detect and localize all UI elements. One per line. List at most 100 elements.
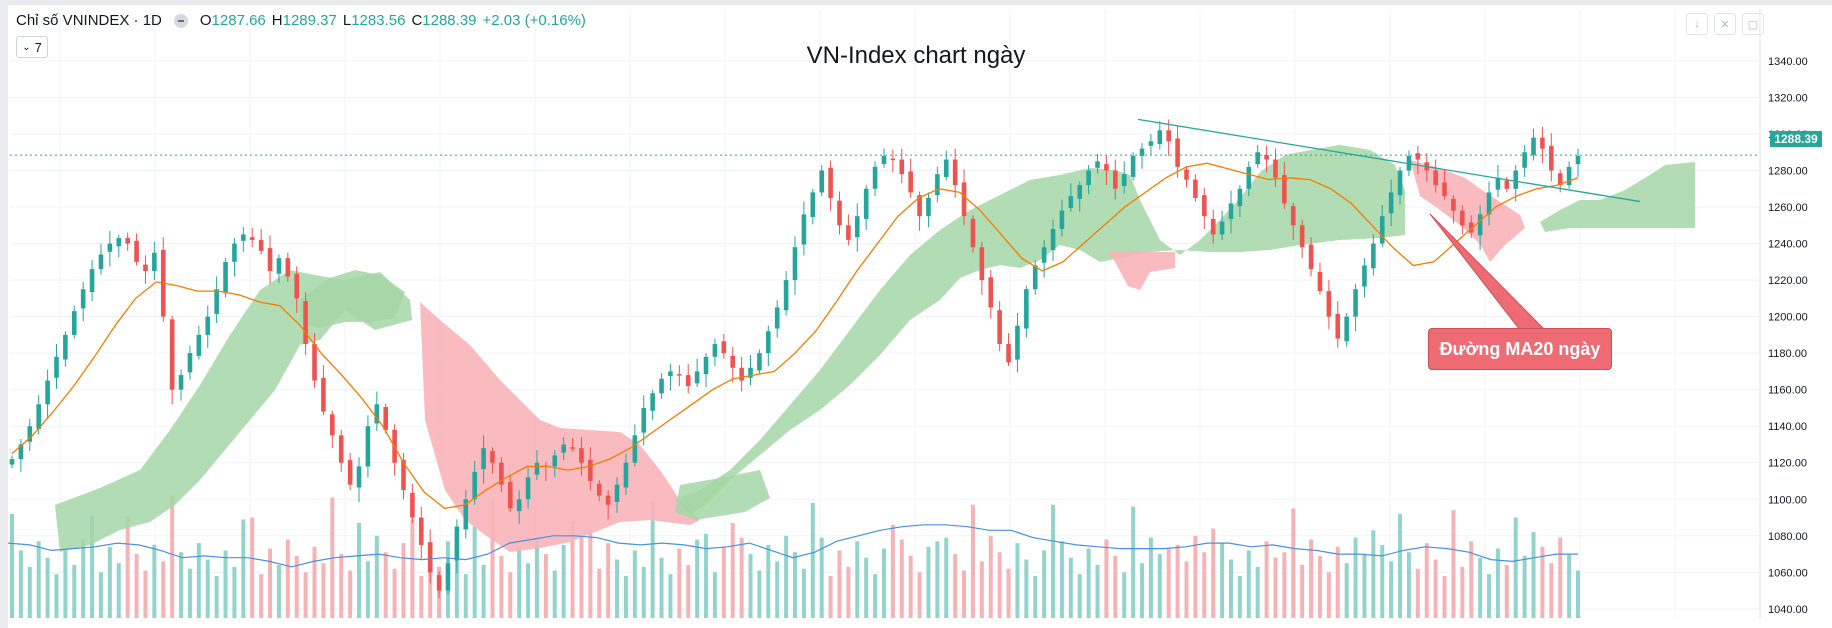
candle-body bbox=[410, 492, 415, 518]
volume-bar bbox=[704, 533, 709, 618]
volume-bar bbox=[81, 539, 86, 618]
volume-bar bbox=[1567, 554, 1572, 618]
volume-bar bbox=[410, 519, 415, 618]
volume-bar bbox=[72, 565, 77, 618]
candle-body bbox=[819, 170, 824, 193]
volume-bar bbox=[1398, 513, 1403, 618]
candle-body bbox=[1015, 325, 1020, 360]
candle-body bbox=[454, 526, 460, 561]
volume-bar bbox=[997, 552, 1002, 618]
volume-bar bbox=[1131, 506, 1136, 618]
symbol-name[interactable]: Chỉ số VNINDEX · 1D bbox=[16, 12, 162, 29]
candle-body bbox=[1032, 265, 1038, 290]
indicator-count: 7 bbox=[34, 39, 42, 55]
candle-body bbox=[623, 462, 629, 488]
candle-body bbox=[730, 355, 736, 368]
volume-bar bbox=[116, 563, 121, 618]
volume-bar bbox=[588, 530, 593, 618]
candle-body bbox=[436, 575, 442, 591]
volume-bar bbox=[1415, 568, 1420, 618]
price-axis[interactable]: 1040.00 1060.00 1080.00 1100.00 1120.00 1140.… bbox=[1759, 9, 1808, 618]
candle-body bbox=[63, 334, 68, 360]
volume-bar bbox=[196, 543, 201, 618]
candle-body bbox=[1264, 154, 1269, 160]
candle-body bbox=[276, 258, 282, 274]
volume-bar bbox=[383, 552, 388, 618]
candle-body bbox=[1344, 316, 1349, 342]
volume-bar bbox=[561, 544, 566, 618]
candle-body bbox=[961, 182, 967, 217]
volume-bar bbox=[365, 561, 370, 618]
volume-bar bbox=[1344, 563, 1349, 618]
close-icon[interactable]: ✕ bbox=[1714, 13, 1736, 35]
candle-body bbox=[1255, 152, 1260, 165]
cloud-bear-right-2 bbox=[1410, 160, 1525, 262]
price-tick-label: 1320.00 bbox=[1768, 92, 1808, 104]
volume-bar bbox=[1104, 539, 1109, 618]
volume-bar bbox=[784, 535, 789, 618]
candle-body bbox=[943, 159, 949, 177]
volume-bar bbox=[1255, 566, 1260, 618]
price-tick-label: 1180.00 bbox=[1768, 348, 1807, 360]
candle-body bbox=[1442, 182, 1447, 197]
volume-bar bbox=[526, 563, 531, 618]
price-tick-label: 1120.00 bbox=[1768, 458, 1807, 470]
candle-body bbox=[908, 171, 913, 193]
volume-bar bbox=[36, 541, 41, 618]
candle-body bbox=[249, 237, 255, 240]
symbol-legend[interactable]: Chỉ số VNINDEX · 1D O 1287.66 H 1289.37 … bbox=[16, 12, 592, 29]
volume-bar bbox=[677, 548, 682, 618]
candle-body bbox=[685, 375, 691, 387]
arrow-down-icon[interactable]: ↓ bbox=[1686, 13, 1708, 35]
volume-bar bbox=[259, 574, 264, 618]
candle-body bbox=[846, 225, 851, 240]
candle-body bbox=[828, 167, 833, 198]
visibility-icon[interactable] bbox=[173, 13, 188, 28]
candle-body bbox=[1486, 192, 1492, 215]
price-tick-label: 1160.00 bbox=[1768, 385, 1807, 397]
volume-bar bbox=[988, 535, 993, 618]
indicator-collapse-button[interactable]: ⌄ 7 bbox=[16, 36, 48, 58]
volume-bar bbox=[1335, 546, 1340, 618]
volume-bar bbox=[312, 546, 317, 618]
candle-body bbox=[1228, 203, 1234, 219]
candle-body bbox=[1059, 210, 1065, 229]
candle-body bbox=[810, 192, 816, 218]
candle-body bbox=[98, 254, 104, 270]
candle-body bbox=[1522, 152, 1527, 168]
volume-bar bbox=[1353, 537, 1358, 618]
candle-body bbox=[303, 301, 308, 345]
candle-body bbox=[1237, 188, 1243, 207]
candle-body bbox=[125, 238, 130, 244]
candle-body bbox=[1219, 221, 1225, 235]
close-value: 1288.39 bbox=[422, 12, 477, 29]
candle-body bbox=[1113, 170, 1118, 189]
chart-title: VN-Index chart ngày bbox=[806, 42, 1026, 69]
volume-bar bbox=[801, 568, 806, 618]
candle-body bbox=[507, 481, 513, 509]
candle-body bbox=[1201, 195, 1207, 217]
volume-bar bbox=[45, 557, 50, 618]
volume-bar bbox=[490, 499, 495, 618]
candle-body bbox=[1139, 148, 1145, 156]
candle-body bbox=[241, 234, 246, 241]
volume-bar bbox=[543, 554, 548, 618]
volume-bar bbox=[179, 552, 184, 618]
maximize-icon[interactable]: ▢ bbox=[1742, 13, 1764, 35]
candle-body bbox=[1006, 344, 1011, 363]
price-tick-label: 1040.00 bbox=[1768, 604, 1808, 616]
cloud-bear-right-1 bbox=[1108, 252, 1175, 290]
candle-body bbox=[45, 380, 50, 405]
price-tick-label: 1100.00 bbox=[1768, 494, 1807, 506]
resistance-trendline[interactable] bbox=[1137, 118, 1641, 203]
volume-bar bbox=[944, 537, 949, 618]
candle-body bbox=[232, 243, 237, 262]
volume-bar bbox=[1220, 543, 1225, 618]
candle-body bbox=[374, 404, 380, 424]
candle-body bbox=[766, 331, 771, 354]
volume-bar bbox=[899, 539, 904, 618]
ma20-annotation[interactable]: Đường MA20 ngày bbox=[1428, 328, 1612, 370]
candlesticks bbox=[9, 119, 1581, 598]
volume-bar bbox=[1024, 559, 1029, 618]
